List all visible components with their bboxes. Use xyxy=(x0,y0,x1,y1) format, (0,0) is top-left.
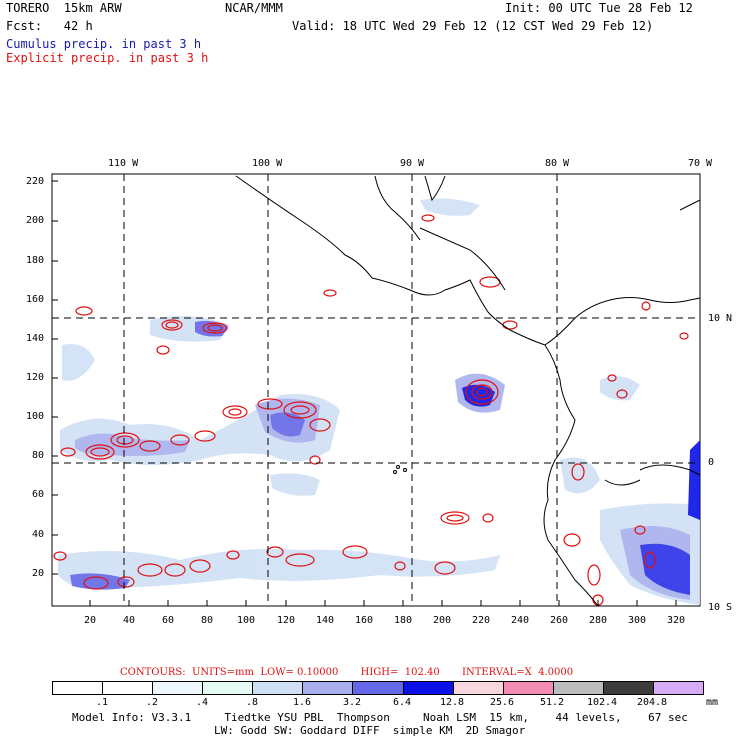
colorbar-label: 6.4 xyxy=(392,697,412,708)
lon-label-110w: 110 W xyxy=(108,158,139,169)
legend-explicit: Explicit precip. in past 3 h xyxy=(6,51,209,65)
lon-label-100w: 100 W xyxy=(252,158,283,169)
x-tick-220: 220 xyxy=(472,615,491,626)
colorbar-swatch xyxy=(452,682,503,694)
colorbar-swatch xyxy=(102,682,153,694)
y-tick-180: 180 xyxy=(26,255,45,266)
colorbar-label: 3.2 xyxy=(342,697,362,708)
y-tick-220: 220 xyxy=(26,176,45,187)
lat-label-0: 0 xyxy=(708,457,715,468)
lat-label-10n: 10 N xyxy=(708,313,733,324)
colorbar-unit: mm xyxy=(706,697,719,708)
colorbar-swatch xyxy=(202,682,253,694)
y-tick-60: 60 xyxy=(32,489,45,500)
colorbar-swatch xyxy=(53,682,103,694)
colorbar xyxy=(52,681,704,695)
contours-info: CONTOURS: UNITS=mm LOW= 0.10000 HIGH= 10… xyxy=(120,667,574,678)
colorbar-swatch xyxy=(652,682,704,694)
x-tick-320: 320 xyxy=(667,615,686,626)
x-tick-40: 40 xyxy=(123,615,136,626)
model-info-line2: LW: Godd SW: Goddard DIFF simple KM 2D S… xyxy=(214,724,526,737)
valid-time: Valid: 18 UTC Wed 29 Feb 12 (12 CST Wed … xyxy=(292,19,654,33)
lat-label-10s: 10 S xyxy=(708,602,733,613)
x-tick-300: 300 xyxy=(628,615,647,626)
lon-label-70w: 70 W xyxy=(688,158,713,169)
y-tick-160: 160 xyxy=(26,294,45,305)
x-tick-60: 60 xyxy=(162,615,175,626)
colorbar-swatch xyxy=(302,682,353,694)
colorbar-label: .4 xyxy=(195,697,209,708)
y-tick-40: 40 xyxy=(32,529,45,540)
graticule xyxy=(52,174,700,606)
x-tick-200: 200 xyxy=(433,615,452,626)
x-tick-100: 100 xyxy=(237,615,256,626)
colorbar-label: 12.8 xyxy=(439,697,465,708)
x-tick-280: 280 xyxy=(589,615,608,626)
coastlines xyxy=(235,175,701,607)
x-tick-140: 140 xyxy=(316,615,335,626)
colorbar-label: .1 xyxy=(95,697,109,708)
legend-cumulus: Cumulus precip. in past 3 h xyxy=(6,37,202,51)
explicit-contours xyxy=(53,214,689,606)
colorbar-swatch xyxy=(402,682,453,694)
x-tick-20: 20 xyxy=(84,615,97,626)
colorbar-swatch xyxy=(552,682,603,694)
map-frame xyxy=(51,173,701,607)
init-time: Init: 00 UTC Tue 28 Feb 12 xyxy=(505,1,693,15)
colorbar-label: 1.6 xyxy=(292,697,312,708)
y-tick-200: 200 xyxy=(26,215,45,226)
colorbar-swatch xyxy=(152,682,203,694)
y-tick-100: 100 xyxy=(26,411,45,422)
y-tick-80: 80 xyxy=(32,450,45,461)
colorbar-label: .2 xyxy=(145,697,159,708)
colorbar-swatch xyxy=(352,682,403,694)
model-info-line1: Model Info: V3.3.1 Tiedtke YSU PBL Thomp… xyxy=(72,711,688,724)
y-tick-20: 20 xyxy=(32,568,45,579)
colorbar-label: 102.4 xyxy=(586,697,618,708)
y-tick-120: 120 xyxy=(26,372,45,383)
model-title: TORERO 15km ARW xyxy=(6,1,122,15)
colorbar-swatch xyxy=(502,682,553,694)
org-label: NCAR/MMM xyxy=(225,1,283,15)
x-tick-160: 160 xyxy=(355,615,374,626)
forecast-hour: Fcst: 42 h xyxy=(6,19,93,33)
x-tick-80: 80 xyxy=(201,615,214,626)
colorbar-swatch xyxy=(252,682,303,694)
x-tick-180: 180 xyxy=(394,615,413,626)
lon-label-90w: 90 W xyxy=(400,158,425,169)
x-tick-260: 260 xyxy=(550,615,569,626)
colorbar-label: 51.2 xyxy=(539,697,565,708)
cumulus-precip xyxy=(58,198,700,605)
colorbar-swatch xyxy=(602,682,653,694)
lon-label-80w: 80 W xyxy=(545,158,570,169)
x-tick-240: 240 xyxy=(511,615,530,626)
colorbar-label: .8 xyxy=(245,697,259,708)
colorbar-label: 25.6 xyxy=(489,697,515,708)
x-tick-120: 120 xyxy=(277,615,296,626)
colorbar-label: 204.8 xyxy=(636,697,668,708)
y-tick-140: 140 xyxy=(26,333,45,344)
frame-ticks xyxy=(52,180,677,606)
